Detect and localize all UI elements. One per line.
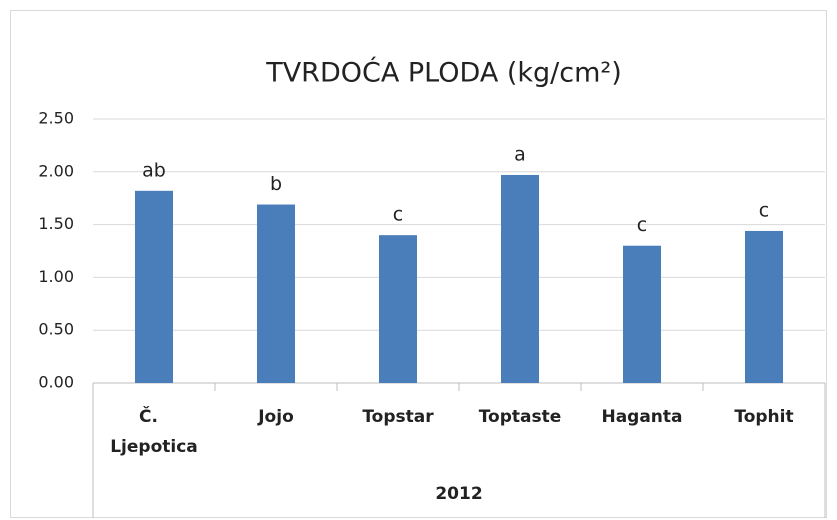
bar <box>135 190 173 383</box>
bar-annotation: b <box>270 173 282 195</box>
x-tick-label: Topstar <box>362 407 434 427</box>
x-tick-label: Č. Ljepotica <box>110 405 198 457</box>
bar-annotation: c <box>393 204 403 226</box>
y-tick-label: 0.50 <box>38 320 74 339</box>
bar <box>379 235 417 383</box>
bar-annotation: ab <box>142 159 166 181</box>
bar <box>623 245 661 383</box>
x-tick-label: Toptaste <box>479 407 562 427</box>
bar-annotation: c <box>759 199 769 221</box>
y-tick-label: 2.00 <box>38 161 74 180</box>
chart-title: TVRDOĆA PLODA (kg/cm²) <box>265 57 622 89</box>
y-tick-label: 0.00 <box>38 373 74 392</box>
x-tick-label: Jojo <box>257 407 294 427</box>
bar <box>501 174 539 383</box>
bar-annotation: c <box>637 214 647 236</box>
x-tick-label: Haganta <box>601 407 682 427</box>
x-tick-label: Tophit <box>734 407 793 427</box>
group-label: 2012 <box>435 484 482 504</box>
y-tick-label: 1.00 <box>38 267 74 286</box>
bar <box>745 230 783 383</box>
bar <box>257 204 295 383</box>
y-tick-label: 1.50 <box>38 214 74 233</box>
y-tick-label: 2.50 <box>38 109 74 128</box>
bar-annotation: a <box>514 143 526 165</box>
